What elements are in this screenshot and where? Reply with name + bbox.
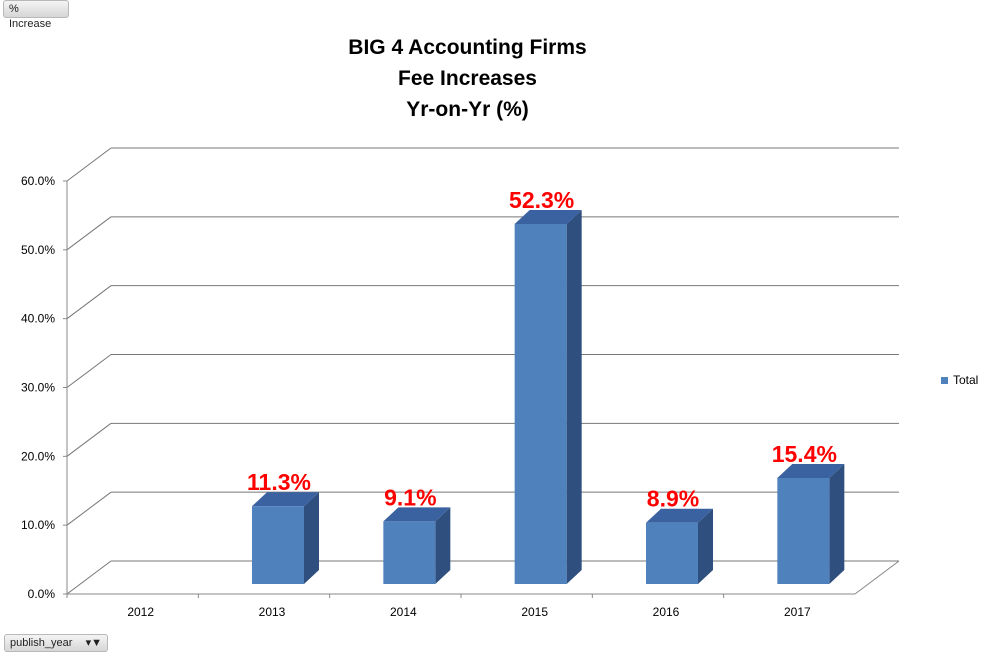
gridline-side	[66, 491, 112, 526]
gridline-side	[66, 147, 112, 182]
gridline-side	[66, 560, 112, 595]
legend-swatch	[941, 376, 948, 384]
y-tick-label: 30.0%	[21, 381, 55, 395]
y-tick-label: 40.0%	[21, 312, 55, 326]
bar	[777, 477, 830, 584]
data-label: 8.9%	[647, 486, 699, 512]
data-label: 9.1%	[384, 484, 436, 510]
legend: Total	[941, 373, 978, 387]
bar	[514, 224, 567, 585]
bar-top	[252, 492, 319, 507]
value-field-button[interactable]: % Increase	[3, 0, 69, 30]
x-tick-label: 2015	[521, 605, 548, 619]
legend-label: Total	[953, 373, 979, 387]
x-tick-label: 2013	[259, 605, 286, 619]
chart-title: BIG 4 Accounting Firms Fee Increases Yr-…	[0, 32, 935, 125]
gridline-side	[66, 216, 112, 251]
data-label: 15.4%	[772, 441, 837, 467]
bar-side	[435, 507, 451, 584]
gridline-side	[66, 285, 112, 320]
y-tick-label: 0.0%	[28, 587, 56, 601]
gridline-side	[66, 422, 112, 457]
y-tick-label: 50.0%	[21, 243, 55, 257]
title-line: BIG 4 Accounting Firms	[348, 36, 587, 59]
bar-side	[304, 492, 319, 584]
bar	[252, 506, 304, 584]
data-label: 11.3%	[247, 469, 311, 495]
bar-side	[698, 508, 713, 584]
axis-field-button[interactable]: publish_year ▾▼	[4, 634, 108, 652]
bar-top	[383, 507, 451, 522]
bar-top	[514, 210, 582, 225]
bar-top	[777, 463, 845, 478]
bar-side	[566, 210, 582, 585]
x-tick-label: 2016	[653, 605, 680, 619]
x-tick-label: 2014	[390, 605, 417, 619]
bar-side	[829, 463, 845, 584]
y-tick-label: 60.0%	[21, 174, 55, 188]
title-line: Fee Increases	[398, 67, 537, 90]
axis-field-label: publish_year	[10, 637, 73, 649]
x-tick-label: 2017	[784, 605, 811, 619]
data-label: 52.3%	[509, 187, 574, 213]
floor-edge	[854, 560, 900, 595]
x-tick-label: 2012	[127, 605, 154, 619]
bar	[646, 522, 698, 584]
title-line: Yr-on-Yr (%)	[406, 98, 529, 121]
filter-icon[interactable]: ▾▼	[85, 637, 102, 649]
y-tick-label: 10.0%	[21, 518, 55, 532]
gridline-side	[66, 354, 112, 388]
y-tick-label: 20.0%	[21, 449, 55, 463]
bar	[383, 521, 436, 584]
bar-top	[646, 508, 713, 523]
